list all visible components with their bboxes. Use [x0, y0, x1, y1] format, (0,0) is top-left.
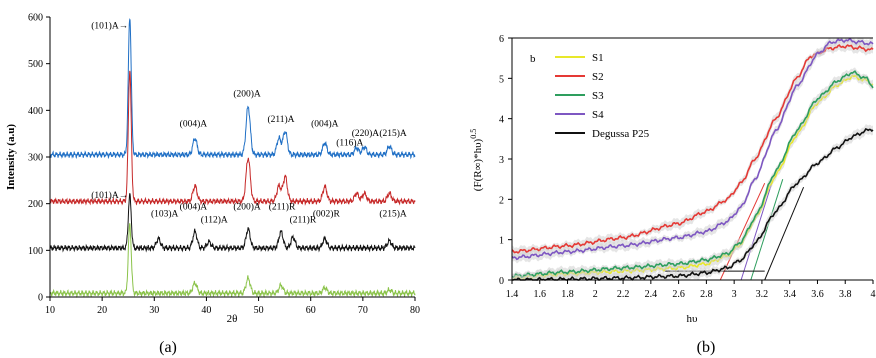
y-tick-label: 300	[28, 153, 43, 164]
y-tick-label: 4	[499, 115, 504, 126]
x-tick-label: 2.4	[645, 289, 658, 300]
x-tick-label: 3.2	[756, 289, 769, 300]
xrd-series-line	[49, 223, 416, 299]
x-tick-label: 80	[410, 305, 420, 316]
series-error-band	[512, 124, 873, 281]
series-line	[511, 37, 874, 261]
series-line	[511, 44, 874, 254]
inner-panel-label: b	[530, 53, 536, 65]
peak-annotation: (215)A	[379, 209, 407, 220]
series-line	[511, 74, 874, 281]
x-tick-label: 2	[593, 289, 598, 300]
x-tick-label: 20	[97, 305, 107, 316]
x-tick-label: 1.6	[534, 289, 547, 300]
peak-annotation: (200)A	[233, 88, 261, 99]
peak-annotation: (101)A→	[91, 190, 128, 201]
legend-label: S3	[592, 90, 604, 102]
x-axis-label: 2θ	[227, 313, 238, 325]
xrd-series-line	[49, 70, 416, 206]
x-tick-label: 50	[254, 305, 264, 316]
xrd-series-line	[49, 192, 416, 253]
peak-annotation: (116)A	[336, 137, 363, 148]
x-tick-label: 70	[358, 305, 368, 316]
peak-annotation: (215)A	[379, 128, 407, 139]
tangent-line	[764, 187, 805, 281]
legend-label: Degussa P25	[592, 128, 650, 140]
y-tick-label: 600	[28, 13, 43, 24]
y-tick-label: 0	[499, 276, 504, 287]
x-tick-label: 3.6	[811, 289, 824, 300]
x-tick-label: 30	[149, 305, 159, 316]
series-line	[511, 70, 874, 279]
panel-label-b: (b)	[697, 339, 716, 356]
tangent-line	[719, 182, 766, 281]
x-tick-label: 2.2	[617, 289, 630, 300]
y-tick-label: 200	[28, 199, 43, 210]
x-tick-label: 40	[201, 305, 211, 316]
series-error-band	[512, 40, 873, 258]
legend-label: S2	[592, 71, 604, 83]
peak-annotation: (004)A	[180, 119, 208, 130]
peak-annotation: (103)A	[151, 209, 179, 220]
series-error-band	[512, 72, 873, 281]
x-tick-label: 1.4	[506, 289, 519, 300]
legend-label: S4	[592, 109, 604, 121]
tangent-line	[740, 179, 774, 281]
xrd-series-line	[49, 18, 416, 160]
peak-annotation: (002)R	[313, 209, 341, 220]
y-tick-label: 100	[28, 246, 43, 257]
panel-label-a: (a)	[159, 339, 177, 356]
peak-annotation: (211)R	[269, 202, 296, 213]
peak-annotation: (101)A→	[91, 21, 128, 32]
x-tick-label: 60	[306, 305, 316, 316]
x-tick-label: 3.4	[783, 289, 796, 300]
y-axis-label-exponent: 0.5	[469, 129, 478, 139]
peak-annotation: (004)A	[180, 202, 208, 213]
x-tick-label: 3.8	[839, 289, 852, 300]
y-tick-label: 400	[28, 106, 43, 117]
y-tick-label: 3	[499, 155, 504, 166]
y-tick-label: 1	[499, 236, 504, 247]
x-tick-label: 10	[45, 305, 55, 316]
y-tick-label: 2	[499, 195, 504, 206]
x-tick-label: 2.6	[672, 289, 685, 300]
series-line	[512, 127, 874, 281]
x-tick-label: 3	[732, 289, 737, 300]
peak-annotation: (200)A	[233, 202, 261, 213]
y-tick-label: 5	[499, 74, 504, 85]
tangent-line	[750, 179, 784, 281]
peak-annotation: (004)A	[311, 119, 339, 130]
y-axis-label: Intensity (a.u)	[5, 124, 17, 190]
y-tick-label: 6	[499, 34, 504, 45]
x-tick-label: 2.8	[700, 289, 713, 300]
x-tick-label: 1.8	[561, 289, 574, 300]
legend-label: S1	[592, 52, 604, 64]
y-tick-label: 500	[28, 59, 43, 70]
x-axis-label: hυ	[687, 313, 699, 325]
peak-annotation: (211)R	[290, 214, 317, 225]
y-tick-label: 0	[38, 293, 43, 304]
series-error-band	[512, 38, 873, 264]
y-axis-label: (F(R∞)*hυ)0.5	[469, 129, 484, 191]
peak-annotation: (112)A	[201, 214, 228, 225]
y-axis-label-base: (F(R∞)*hυ)	[472, 138, 484, 191]
xrd-chart: 10 20 30 40 50 60 70 80 0 100 200 300 400 500 600 (10…	[5, 13, 420, 357]
peak-annotation: (211)A	[267, 114, 294, 125]
x-tick-label: 4	[871, 289, 876, 300]
peak-annotation: (220)A	[352, 128, 380, 139]
series-error-band	[512, 67, 873, 280]
legend: S1 S2 S3 S4 Degussa P25	[555, 52, 650, 140]
